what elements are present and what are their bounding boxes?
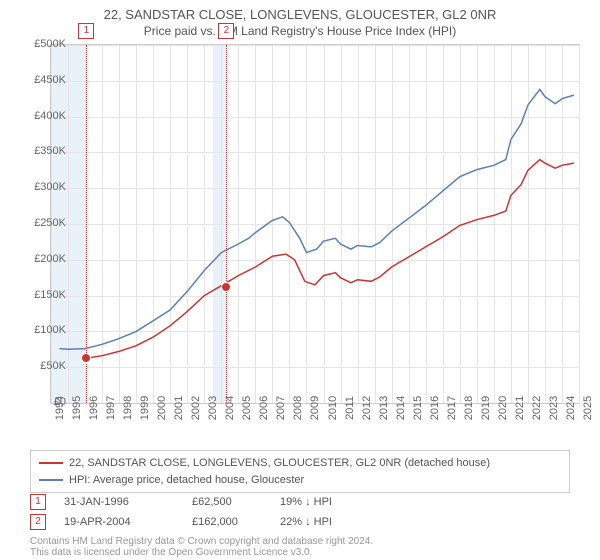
- legend: 22, SANDSTAR CLOSE, LONGLEVENS, GLOUCEST…: [30, 450, 570, 493]
- sales-row: 1 31-JAN-1996 £62,500 19% ↓ HPI: [30, 492, 360, 512]
- legend-swatch: [39, 462, 63, 464]
- x-axis-label: 2002: [190, 396, 202, 420]
- sale-price: £62,500: [192, 496, 262, 508]
- sales-row: 2 19-APR-2004 £162,000 22% ↓ HPI: [30, 512, 360, 532]
- x-axis-label: 2004: [224, 396, 236, 420]
- x-axis-label: 2022: [531, 396, 543, 420]
- x-axis-label: 1999: [139, 396, 151, 420]
- sale-marker-box: 1: [78, 23, 94, 39]
- sale-date: 31-JAN-1996: [64, 496, 174, 508]
- footer-line: This data is licensed under the Open Gov…: [30, 547, 373, 558]
- legend-item: 22, SANDSTAR CLOSE, LONGLEVENS, GLOUCEST…: [39, 455, 561, 472]
- y-axis-label: £250K: [22, 217, 66, 229]
- x-axis-label: 1994: [54, 396, 66, 420]
- legend-label: 22, SANDSTAR CLOSE, LONGLEVENS, GLOUCEST…: [69, 455, 490, 472]
- x-axis-label: 2005: [241, 396, 253, 420]
- sale-diff: 22% ↓ HPI: [280, 516, 360, 528]
- sale-marker-box: 2: [218, 23, 234, 39]
- sale-marker-dot: [221, 282, 231, 292]
- x-axis-label: 2019: [480, 396, 492, 420]
- x-axis-label: 2001: [173, 396, 185, 420]
- footer-line: Contains HM Land Registry data © Crown c…: [30, 536, 373, 547]
- x-axis-label: 2023: [548, 396, 560, 420]
- x-axis-label: 2007: [275, 396, 287, 420]
- y-axis-label: £100K: [22, 324, 66, 336]
- x-axis-label: 2014: [395, 396, 407, 420]
- legend-swatch: [39, 479, 63, 481]
- plot-area: 12: [50, 44, 580, 404]
- x-axis-label: 1996: [88, 396, 100, 420]
- x-axis-label: 2018: [463, 396, 475, 420]
- x-axis-label: 2024: [565, 396, 577, 420]
- x-axis-label: 2017: [446, 396, 458, 420]
- x-axis-label: 2008: [292, 396, 304, 420]
- legend-label: HPI: Average price, detached house, Glou…: [69, 472, 304, 489]
- x-axis-label: 2006: [258, 396, 270, 420]
- sales-table: 1 31-JAN-1996 £62,500 19% ↓ HPI 2 19-APR…: [30, 492, 360, 532]
- x-axis-label: 2003: [207, 396, 219, 420]
- y-axis-label: £300K: [22, 181, 66, 193]
- legend-item: HPI: Average price, detached house, Glou…: [39, 472, 561, 489]
- chart-title: 22, SANDSTAR CLOSE, LONGLEVENS, GLOUCEST…: [0, 0, 600, 24]
- sale-marker-number: 1: [30, 494, 46, 510]
- sale-price: £162,000: [192, 516, 262, 528]
- x-axis-label: 2009: [309, 396, 321, 420]
- y-axis-label: £400K: [22, 110, 66, 122]
- x-axis-label: 2020: [497, 396, 509, 420]
- y-axis-label: £450K: [22, 74, 66, 86]
- x-axis-label: 2000: [156, 396, 168, 420]
- y-axis-label: £350K: [22, 145, 66, 157]
- x-axis-label: 2013: [378, 396, 390, 420]
- x-axis-label: 2011: [344, 396, 356, 420]
- x-axis-label: 2021: [514, 396, 526, 420]
- x-axis-label: 2012: [361, 396, 373, 420]
- x-axis-label: 2015: [412, 396, 424, 420]
- y-axis-label: £150K: [22, 289, 66, 301]
- footer: Contains HM Land Registry data © Crown c…: [30, 536, 373, 558]
- y-axis-label: £200K: [22, 253, 66, 265]
- chart-container: 22, SANDSTAR CLOSE, LONGLEVENS, GLOUCEST…: [0, 0, 600, 560]
- x-axis-label: 2010: [327, 396, 339, 420]
- x-axis-label: 2016: [429, 396, 441, 420]
- x-axis-label: 1998: [122, 396, 134, 420]
- sale-marker-dot: [81, 353, 91, 363]
- y-axis-label: £50K: [22, 360, 66, 372]
- sale-date: 19-APR-2004: [64, 516, 174, 528]
- sale-diff: 19% ↓ HPI: [280, 496, 360, 508]
- x-axis-label: 1995: [71, 396, 83, 420]
- sale-marker-number: 2: [30, 514, 46, 530]
- y-axis-label: £500K: [22, 38, 66, 50]
- chart-lines: [51, 45, 579, 403]
- x-axis-label: 2025: [582, 396, 594, 420]
- x-axis-label: 1997: [105, 396, 117, 420]
